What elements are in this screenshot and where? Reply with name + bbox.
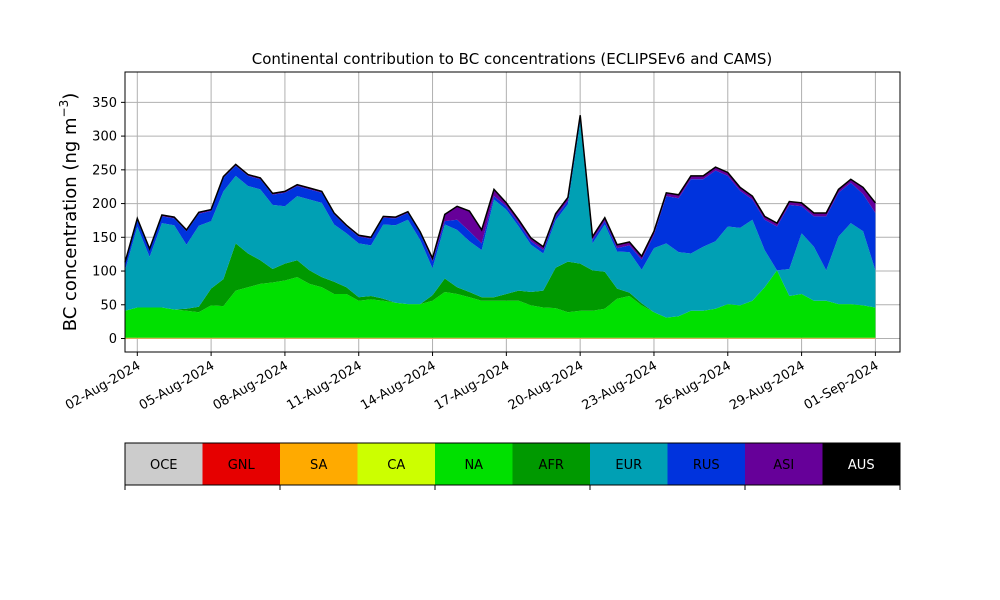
- legend-swatch-oce: [125, 443, 203, 485]
- legend-label-aus: AUS: [848, 458, 875, 473]
- legend-colorbar: OCE GNL SA CA NA AFR EUR RUS ASI AUS: [124, 442, 901, 490]
- area-rus: [125, 118, 876, 271]
- legend-label-afr: AFR: [539, 458, 564, 473]
- legend-swatch-afr: [512, 443, 591, 485]
- legend-swatch-rus: [667, 443, 746, 485]
- y-tick-label: 150: [92, 231, 117, 246]
- y-tick-label: 250: [92, 163, 117, 178]
- x-tick-label: 17-Aug-2024: [432, 358, 512, 413]
- y-axis-label-main: BC concentration (ng m: [60, 117, 81, 331]
- x-tick-label: 11-Aug-2024: [284, 358, 364, 413]
- y-tick-label: 50: [100, 298, 117, 313]
- legend-label-asi: ASI: [773, 458, 794, 473]
- x-tick-label: 14-Aug-2024: [358, 358, 438, 413]
- area-eur: [125, 121, 876, 318]
- plot-frame: [124, 71, 901, 353]
- total-line: [124, 115, 876, 263]
- x-tick-label: 23-Aug-2024: [580, 358, 660, 413]
- legend-swatch-eur: [590, 443, 668, 485]
- legend-swatch-asi: [745, 443, 823, 485]
- legend-label-na: NA: [464, 458, 483, 473]
- x-tick-label: 29-Aug-2024: [727, 358, 807, 413]
- legend-swatch-na: [435, 443, 513, 485]
- legend-swatch-ca: [357, 443, 436, 485]
- legend-frame: [124, 442, 901, 486]
- stacked-areas: [125, 115, 876, 339]
- y-tick-label: 100: [92, 265, 117, 280]
- y-axis: 0 50 100 150 200 250 300 350: [92, 96, 125, 347]
- y-axis-label-close: ): [60, 93, 81, 100]
- legend-label-eur: EUR: [615, 458, 642, 473]
- legend-label-gnl: GNL: [228, 458, 256, 473]
- x-tick-label: 05-Aug-2024: [137, 358, 217, 413]
- x-axis: 02-Aug-202405-Aug-202408-Aug-202411-Aug-…: [63, 352, 881, 414]
- area-afr: [125, 243, 876, 318]
- area-na: [125, 270, 876, 338]
- total-concentration-line: [124, 115, 876, 263]
- x-tick-label: 08-Aug-2024: [211, 358, 291, 413]
- y-tick-label: 350: [92, 96, 117, 111]
- y-tick-label: 200: [92, 197, 117, 212]
- x-tick-label: 01-Sep-2024: [802, 358, 882, 413]
- y-axis-label: BC concentration (ng m−3): [57, 93, 81, 332]
- legend-swatch-aus: [822, 443, 901, 485]
- chart-title: Continental contribution to BC concentra…: [252, 50, 773, 68]
- area-sa: [125, 337, 876, 339]
- y-tick-label: 0: [109, 332, 117, 347]
- legend-label-rus: RUS: [693, 458, 720, 473]
- legend-swatch-gnl: [202, 443, 281, 485]
- legend-label-sa: SA: [310, 458, 327, 473]
- legend-swatch-sa: [280, 443, 358, 485]
- x-tick-label: 26-Aug-2024: [653, 358, 733, 413]
- legend-label-ca: CA: [387, 458, 405, 473]
- y-axis-label-exponent: −3: [57, 100, 71, 118]
- legend-label-oce: OCE: [150, 458, 178, 473]
- x-tick-label: 20-Aug-2024: [506, 358, 586, 413]
- y-tick-label: 300: [92, 130, 117, 145]
- x-tick-label: 02-Aug-2024: [63, 358, 143, 413]
